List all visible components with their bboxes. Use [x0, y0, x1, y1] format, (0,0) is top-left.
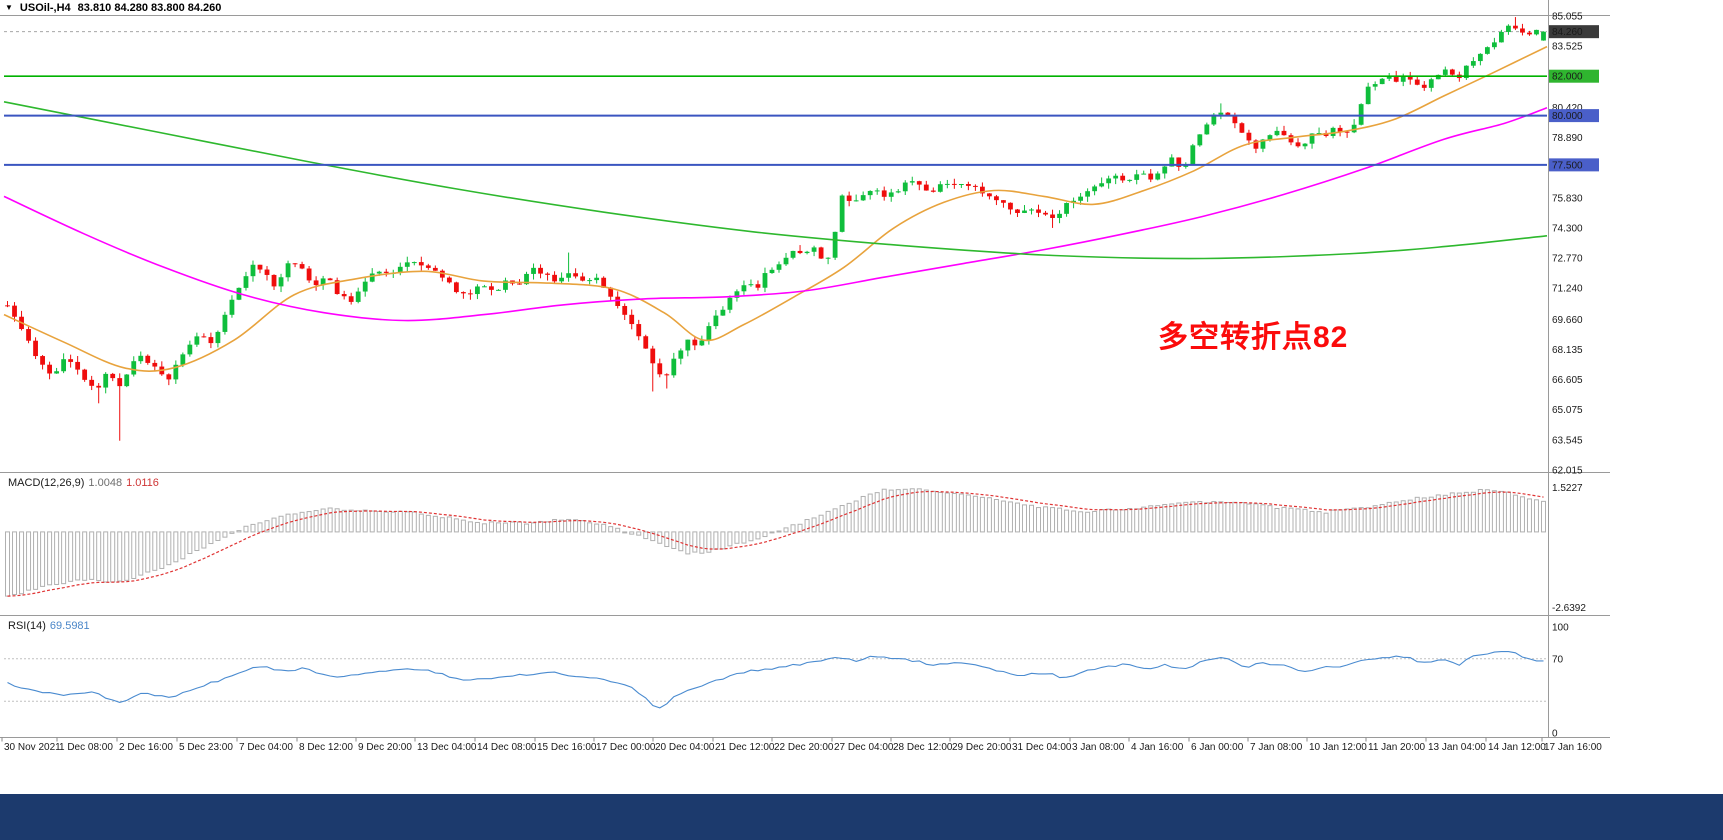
rsi-level-label: 70	[1552, 654, 1564, 665]
time-tick-label: 2 Dec 16:00	[119, 742, 173, 753]
macd-value-main: 1.0048	[88, 477, 123, 489]
time-tick-label: 11 Jan 20:00	[1368, 742, 1426, 753]
price-tick-label: 62.015	[1552, 466, 1583, 477]
time-tick-label: 14 Dec 08:00	[477, 742, 537, 753]
price-tick-label: 78.890	[1552, 133, 1583, 144]
price-tick-label: 71.240	[1552, 284, 1583, 295]
time-tick-label: 5 Dec 23:00	[179, 742, 233, 753]
macd-max-label: 1.5227	[1552, 483, 1583, 494]
annotation-text: 多空转折点82	[1158, 321, 1349, 354]
time-tick-label: 1 Dec 08:00	[59, 742, 113, 753]
time-tick-label: 7 Dec 04:00	[239, 742, 293, 753]
price-badge	[1549, 25, 1599, 39]
time-tick-label: 20 Dec 04:00	[655, 742, 715, 753]
price-tick-label: 85.055	[1552, 12, 1583, 23]
symbol-dropdown-icon[interactable]: ▼	[5, 3, 13, 12]
rsi-label: RSI(14) 69.5981	[8, 620, 90, 632]
time-tick-label: 9 Dec 20:00	[358, 742, 412, 753]
time-tick-label: 3 Jan 08:00	[1072, 742, 1125, 753]
rsi-value: 69.5981	[49, 620, 90, 632]
macd-signal-line	[7, 490, 1544, 597]
candles-layer[interactable]	[5, 17, 1546, 441]
time-tick-label: 4 Jan 16:00	[1131, 742, 1184, 753]
price-tick-label: 75.830	[1552, 193, 1583, 204]
time-tick-label: 31 Dec 04:00	[1012, 742, 1072, 753]
price-badge	[1549, 158, 1599, 172]
price-badge-label: 82.000	[1552, 72, 1583, 83]
rsi-level-label: 100	[1552, 623, 1569, 634]
price-tick-label: 80.420	[1552, 103, 1583, 114]
time-tick-label: 15 Dec 16:00	[537, 742, 597, 753]
price-badge	[1549, 69, 1599, 83]
ma-line-fast	[3, 45, 1548, 372]
time-tick-label: 29 Dec 20:00	[952, 742, 1012, 753]
symbol-bar: ▼ USOil-,H4 83.810 84.280 83.800 84.260	[5, 2, 221, 14]
rsi-level-label: 0	[1552, 729, 1558, 740]
price-tick-label: 63.545	[1552, 435, 1583, 446]
price-tick-label: 74.300	[1552, 223, 1583, 234]
time-tick-label: 17 Dec 00:00	[596, 742, 656, 753]
time-tick-label: 14 Jan 12:00	[1488, 742, 1546, 753]
rsi-line	[7, 651, 1544, 709]
price-badge-label: 84.260	[1552, 27, 1583, 38]
time-tick-label: 17 Jan 16:00	[1544, 742, 1602, 753]
rsi-panel[interactable]: 100 70 0	[4, 623, 1569, 740]
price-axis[interactable]: 85.055 83.525 80.420 78.890 75.830 74.300 72.7…	[1549, 12, 1599, 477]
price-badge	[1549, 109, 1599, 123]
time-tick-label: 8 Dec 12:00	[299, 742, 353, 753]
time-tick-label: 30 Nov 2021	[4, 742, 61, 753]
price-tick-label: 72.770	[1552, 254, 1583, 265]
macd-name: MACD(12,26,9)	[8, 477, 85, 489]
price-badge-label: 80.000	[1552, 111, 1583, 122]
time-tick-label: 27 Dec 04:00	[834, 742, 894, 753]
macd-label: MACD(12,26,9) 1.0048 1.0116	[8, 477, 159, 489]
price-tick-label: 69.660	[1552, 315, 1583, 326]
time-tick-label: 13 Dec 04:00	[417, 742, 477, 753]
macd-min-label: -2.6392	[1552, 603, 1586, 614]
time-tick-label: 6 Jan 00:00	[1191, 742, 1244, 753]
macd-panel[interactable]: 1.5227 -2.6392	[5, 483, 1587, 614]
time-tick-label: 13 Jan 04:00	[1428, 742, 1486, 753]
chart-canvas[interactable]: 85.055 83.525 80.420 78.890 75.830 74.300 72.7…	[0, 0, 1723, 760]
bottom-bar	[0, 794, 1723, 840]
chart-frame	[0, 0, 1610, 738]
time-tick-label: 22 Dec 20:00	[774, 742, 834, 753]
ohlc-readout: 83.810 84.280 83.800 84.260	[77, 2, 222, 14]
time-tick-label: 7 Jan 08:00	[1250, 742, 1303, 753]
macd-value-signal: 1.0116	[126, 477, 159, 489]
price-tick-label: 65.075	[1552, 405, 1583, 416]
price-badge-label: 77.500	[1552, 160, 1583, 171]
time-tick-label: 21 Dec 12:00	[715, 742, 775, 753]
rsi-name: RSI(14)	[8, 620, 46, 632]
symbol-title: USOil-,H4	[19, 2, 71, 14]
price-tick-label: 83.525	[1552, 42, 1583, 53]
time-tick-label: 10 Jan 12:00	[1309, 742, 1367, 753]
ma-line-slow	[3, 101, 1548, 260]
ma-line-mid	[3, 106, 1548, 322]
price-tick-label: 66.605	[1552, 375, 1583, 386]
price-tick-label: 68.135	[1552, 345, 1583, 356]
time-tick-label: 28 Dec 12:00	[893, 742, 953, 753]
